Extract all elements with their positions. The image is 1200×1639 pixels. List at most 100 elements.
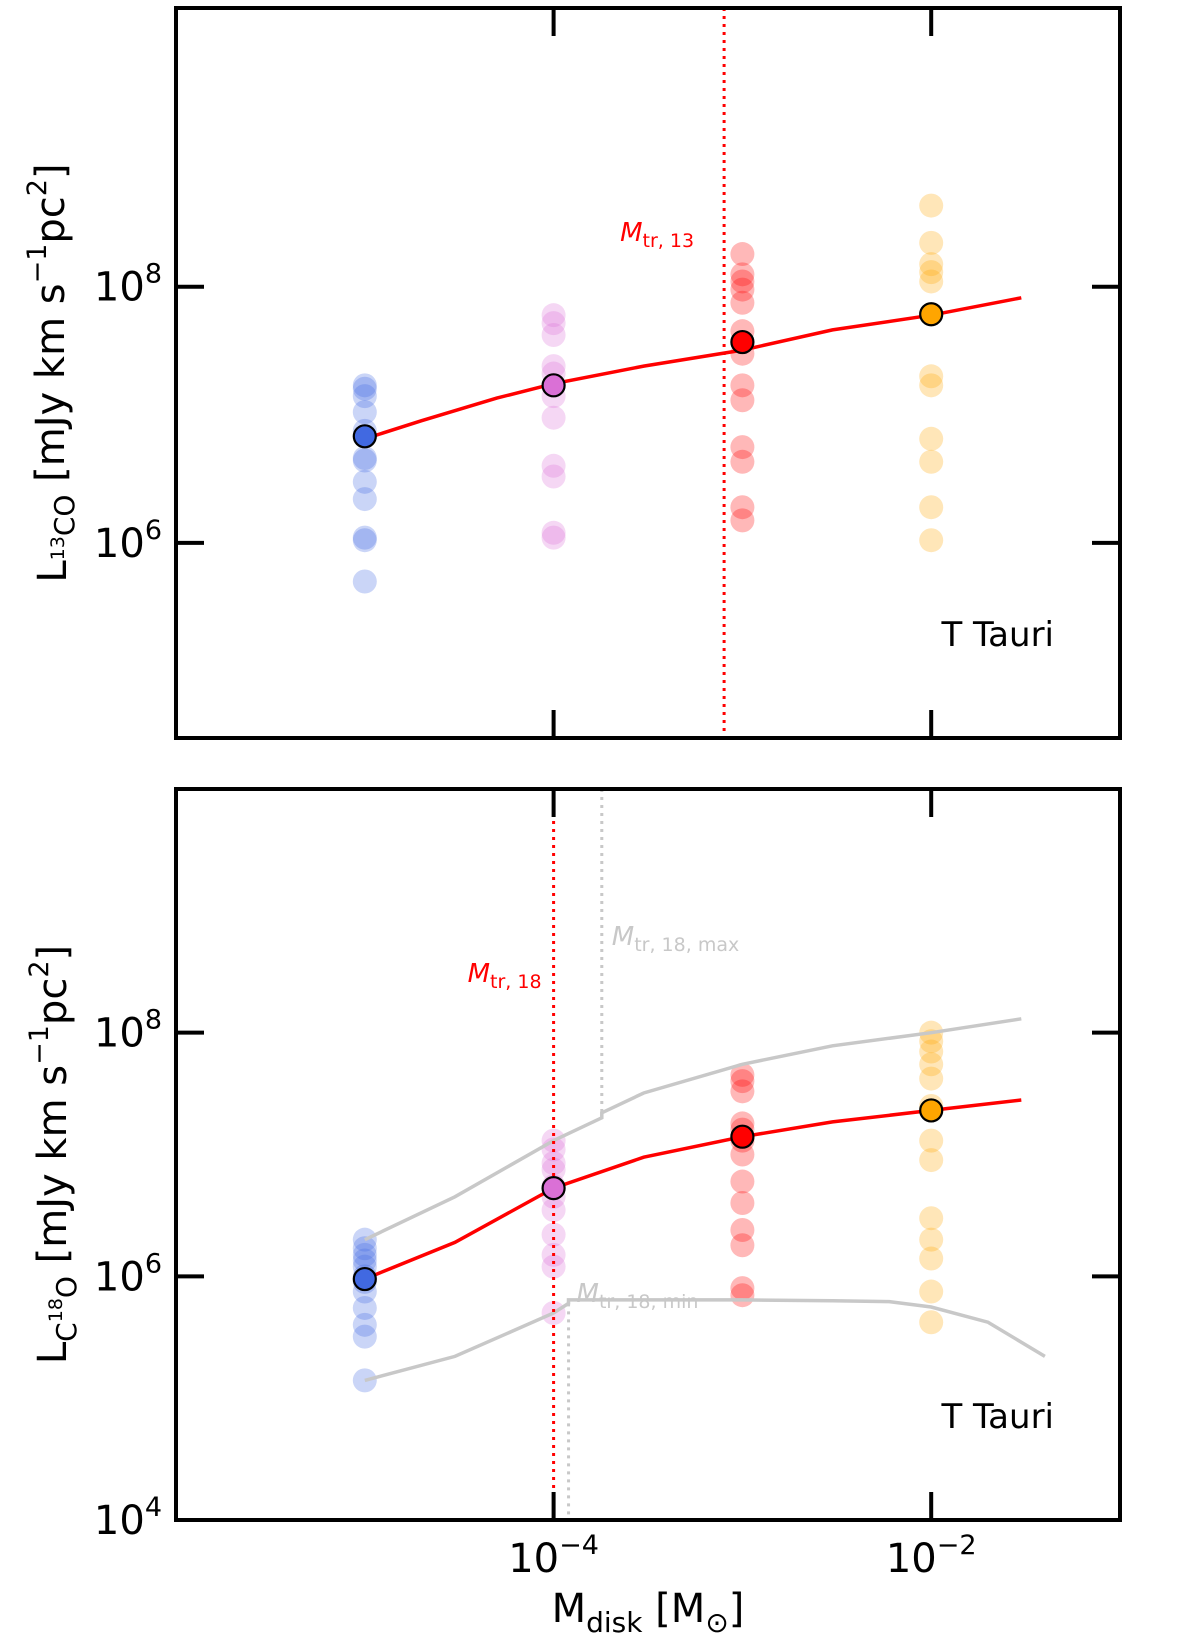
cloud-point (352, 1242, 377, 1267)
cloud-point (730, 373, 755, 398)
y-tick-label: 106 (94, 1248, 162, 1300)
lower-bound-line (364, 1298, 1046, 1383)
cloud-point (919, 1206, 944, 1231)
cloud-point (919, 1227, 944, 1252)
cloud-point (919, 252, 944, 277)
cloud-point (730, 1069, 755, 1094)
cloud-point (919, 1148, 944, 1173)
cloud-point (352, 400, 377, 425)
plot-area (352, 789, 1046, 1520)
cloud-point (352, 376, 377, 401)
mean-marker (730, 1124, 755, 1149)
y-tick-label: 108 (94, 1005, 162, 1057)
cloud-point (730, 1276, 755, 1301)
cloud-point (541, 453, 566, 478)
cloud-point (541, 1222, 566, 1247)
transition-label: Mtr, 18, min (577, 1279, 699, 1313)
cloud-point (919, 373, 944, 398)
cloud-point (541, 1151, 566, 1176)
cloud-point (541, 323, 566, 348)
cloud-point (730, 242, 755, 267)
cloud-point (919, 426, 944, 451)
plot-area (352, 8, 1022, 738)
cloud-point (919, 260, 944, 285)
cloud-point (541, 311, 566, 336)
cloud-point (352, 528, 377, 553)
cloud-point (541, 1157, 566, 1182)
mean-marker (352, 1266, 377, 1292)
y-tick-label: 106 (94, 515, 162, 567)
cloud-point (352, 1312, 377, 1337)
upper-bound-line (364, 1017, 1022, 1242)
y-tick-label: 108 (94, 259, 162, 311)
cloud-point (541, 525, 566, 550)
cloud-point (730, 1233, 755, 1258)
cloud-point (352, 1236, 377, 1261)
cloud-point (919, 495, 944, 520)
cloud-point (919, 364, 944, 389)
transition-label: Mtr, 18 (468, 959, 542, 993)
cloud-point (352, 446, 377, 471)
cloud-point (919, 269, 944, 294)
cloud-point (352, 448, 377, 473)
axes-frame (174, 787, 1122, 1522)
panel-1: 106 108 T Tauri Mtr, 13 L13CO [mJy km s−1pc2… (22, 6, 1122, 740)
x-axis-label: Mdisk [M⊙] (552, 1586, 745, 1639)
cloud-point (730, 508, 755, 533)
x-tick-label: 10−2 (886, 1530, 977, 1582)
cloud-point (730, 1283, 755, 1308)
cloud-point (919, 1128, 944, 1153)
axes-frame (174, 6, 1122, 740)
cloud-point (730, 1062, 755, 1087)
cloud-point (541, 1198, 566, 1223)
cloud-point (730, 1169, 755, 1194)
y-axis-label: LC18O [mJy km s−1pc2] (24, 945, 83, 1364)
cloud-point (730, 449, 755, 474)
cloud-point (730, 1142, 755, 1167)
cloud-point (541, 464, 566, 489)
cloud-point (730, 1218, 755, 1243)
cloud-point (919, 1052, 944, 1077)
cloud-point (919, 528, 944, 553)
mean-marker (541, 1175, 566, 1201)
cloud-point (919, 1066, 944, 1091)
cloud-point (352, 1324, 377, 1349)
cloud-point (919, 1310, 944, 1335)
cloud-point (541, 1254, 566, 1279)
mean-marker (730, 329, 755, 355)
transition-label: Mtr, 18, max (612, 922, 739, 956)
panel-2: 104 106 108 10−4 10−2 T Tauri Mtr, 18 Mtr, 18, … (24, 787, 1122, 1582)
cloud-point (541, 520, 566, 545)
cloud-point (352, 384, 377, 409)
transition-label: Mtr, 13 (620, 218, 694, 252)
cloud-point (352, 1295, 377, 1320)
mean-marker (919, 302, 944, 327)
cloud-point (730, 269, 755, 294)
cloud-point (919, 1246, 944, 1271)
cloud-point (730, 290, 755, 315)
cloud-point (352, 487, 377, 512)
model-line (364, 1098, 1022, 1281)
mean-marker (352, 424, 377, 449)
y-axis-label: L13CO [mJy km s−1pc2] (22, 163, 81, 582)
cloud-point (730, 262, 755, 287)
cloud-point (730, 388, 755, 413)
cloud-point (541, 354, 566, 379)
mean-marker (919, 1098, 944, 1123)
cloud-point (541, 405, 566, 430)
cloud-point (352, 469, 377, 494)
cloud-point (352, 1248, 377, 1273)
model-line (364, 296, 1022, 441)
cloud-point (352, 525, 377, 550)
cloud-point (730, 277, 755, 302)
cloud-point (919, 449, 944, 474)
cloud-point (541, 303, 566, 328)
panel-label: T Tauri (940, 1397, 1054, 1437)
cloud-point (352, 569, 377, 594)
panel-label: T Tauri (940, 615, 1054, 655)
cloud-point (919, 1279, 944, 1304)
x-tick-label: 10−4 (508, 1530, 599, 1582)
mean-marker (541, 373, 566, 398)
cloud-point (730, 435, 755, 460)
